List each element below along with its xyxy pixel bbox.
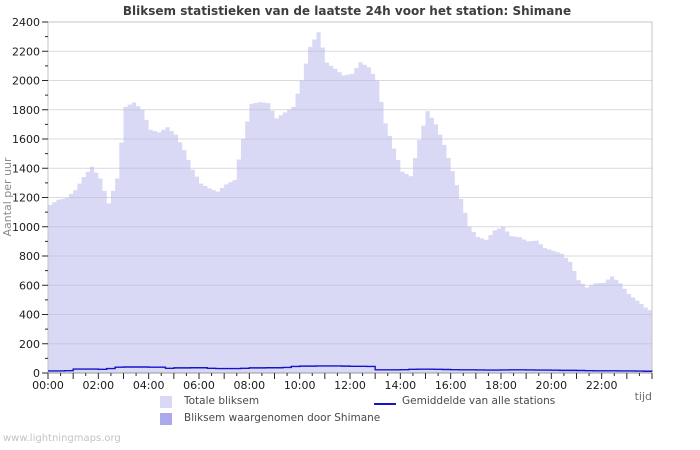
chart-title: Bliksem statistieken van de laatste 24h …	[123, 4, 571, 18]
x-tick-label: 10:00	[284, 379, 316, 392]
x-tick-label: 22:00	[586, 379, 618, 392]
y-tick-label: 800	[19, 250, 40, 263]
x-tick-label: 04:00	[133, 379, 165, 392]
y-tick-label: 400	[19, 309, 40, 322]
x-tick-label: 02:00	[82, 379, 114, 392]
x-tick-label: 08:00	[233, 379, 265, 392]
x-tick-label: 14:00	[384, 379, 416, 392]
x-axis-title: tijd	[635, 390, 652, 403]
y-tick-label: 200	[19, 338, 40, 351]
x-tick-label: 16:00	[435, 379, 467, 392]
y-tick-label: 2200	[12, 45, 40, 58]
legend-label-gemiddelde: Gemiddelde van alle stations	[402, 395, 556, 407]
legend-label-totale-bliksem: Totale bliksem	[184, 395, 260, 407]
y-tick-label: 1600	[12, 133, 40, 146]
legend-label-bliksem-shimane: Bliksem waargenomen door Shimane	[184, 412, 381, 424]
legend-line-gemiddelde	[374, 403, 396, 405]
y-tick-label: 0	[33, 367, 40, 380]
legend-swatch-totale-bliksem	[160, 396, 172, 408]
x-tick-label: 20:00	[535, 379, 567, 392]
legend-swatch-bliksem-shimane	[160, 413, 172, 425]
x-tick-label: 12:00	[334, 379, 366, 392]
y-tick-label: 1200	[12, 192, 40, 205]
y-axis-title: Aantal per uur	[1, 157, 14, 237]
x-tick-label: 18:00	[485, 379, 517, 392]
x-tick-label: 00:00	[32, 379, 64, 392]
y-tick-label: 1400	[12, 162, 40, 175]
line-gemiddelde-van-alle-stations	[47, 365, 653, 372]
area-totale-bliksem	[48, 32, 652, 374]
y-tick-label: 1000	[12, 221, 40, 234]
x-tick-label: 06:00	[183, 379, 215, 392]
y-tick-label: 2000	[12, 75, 40, 88]
y-tick-label: 1800	[12, 104, 40, 117]
y-tick-label: 2400	[12, 16, 40, 29]
y-tick-label: 600	[19, 279, 40, 292]
watermark: www.lightningmaps.org	[3, 433, 121, 444]
